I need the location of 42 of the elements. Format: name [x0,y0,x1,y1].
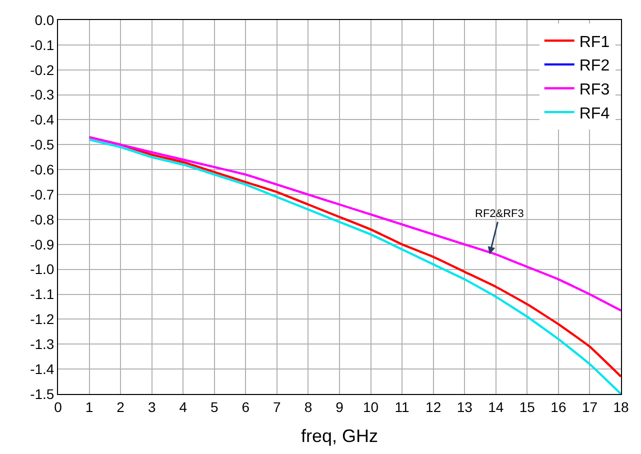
y-tick-label: -0.3 [30,86,54,103]
y-tick-label: -0.1 [30,36,54,53]
x-tick-label: 17 [582,398,598,415]
legend-label: RF4 [579,105,610,122]
annotation: RF2&RF3 [475,208,524,220]
x-tick-label: 2 [116,398,125,415]
y-tick-label: -0.6 [30,162,54,178]
y-tick-label: -1.0 [30,261,54,278]
x-tick-label: 7 [273,398,282,415]
legend-label: RF3 [579,81,610,98]
y-tick-label: -0.9 [30,236,54,252]
y-tick-label: -0.8 [30,211,54,228]
y-tick-label: -1.4 [30,360,54,377]
x-tick-label: 12 [426,398,442,415]
x-tick-label: 16 [550,398,566,415]
legend-label: RF1 [579,34,610,51]
line-series [88,136,621,312]
y-tick-label: -1.2 [30,311,54,328]
x-tick-label: 18 [613,398,629,415]
x-tick-label: 14 [488,398,504,415]
y-tick-label: -0.2 [30,62,54,78]
y-tick-label: -0.4 [30,112,54,128]
y-tick-label: -1.3 [30,336,54,352]
x-axis-title: freq, GHz [300,426,378,446]
x-tick-label: 13 [456,398,473,415]
y-tick-label: 0.0 [34,12,54,28]
x-tick-label: 10 [362,398,379,415]
y-tick-label: -0.7 [30,186,54,202]
x-tick-label: 0 [54,398,62,415]
y-tick-label: -1.5 [30,386,54,402]
y-tick-label: -0.5 [30,136,54,153]
y-tick-label: -1.1 [30,286,54,302]
x-tick-label: 4 [179,398,188,415]
x-tick-label: 8 [304,398,312,415]
x-tick-label: 6 [242,398,250,415]
x-tick-label: 5 [210,398,218,415]
x-tick-label: 1 [85,398,94,415]
x-tick-label: 15 [519,398,536,415]
x-tick-label: 11 [394,398,410,415]
legend-label: RF2 [579,58,610,75]
x-tick-label: 3 [148,398,156,415]
x-tick-label: 9 [336,398,344,415]
